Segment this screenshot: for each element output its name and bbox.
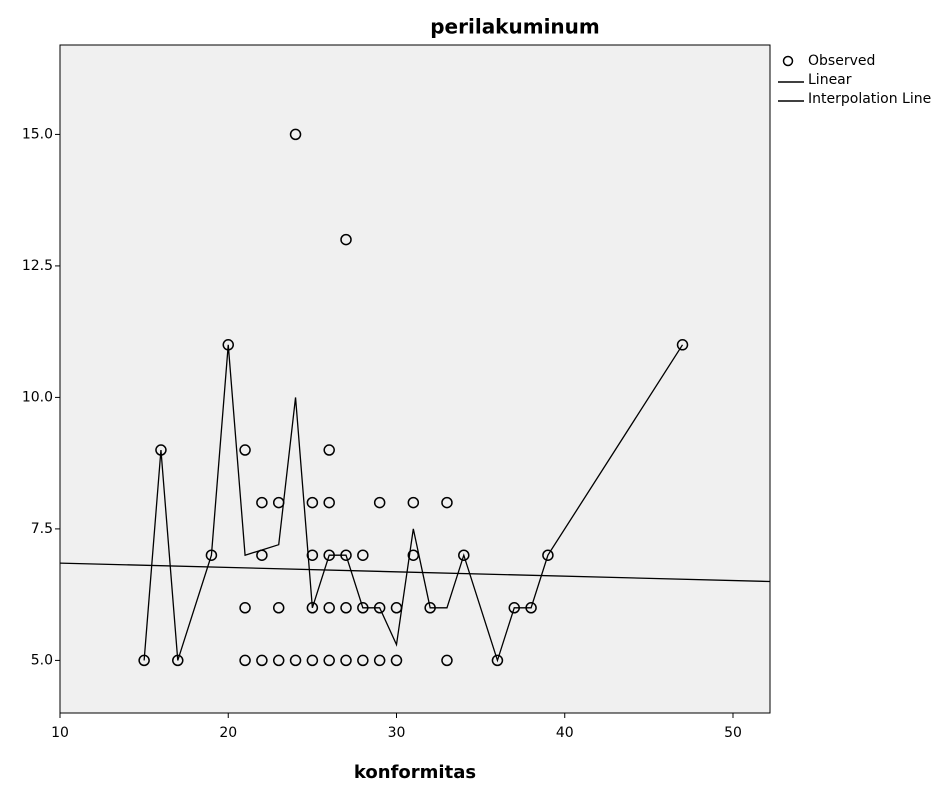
y-tick-label: 15.0 [22, 126, 53, 142]
x-tick-label: 50 [724, 725, 742, 741]
legend-label: Linear [808, 72, 852, 88]
x-tick-label: 20 [219, 725, 237, 741]
legend-label: Interpolation Line [808, 91, 931, 107]
y-tick-label: 7.5 [31, 521, 53, 537]
x-axis-label: konformitas [354, 762, 476, 783]
x-tick-label: 30 [388, 725, 406, 741]
chart-title: perilakuminum [430, 15, 600, 39]
x-tick-label: 10 [51, 725, 69, 741]
y-tick-label: 10.0 [22, 389, 53, 405]
chart: perilakuminum konformitas 5.0 7.5 10.0 12.5… [0, 0, 945, 787]
plot-area [60, 45, 770, 713]
legend-label: Observed [808, 53, 875, 69]
x-tick-label: 40 [556, 725, 574, 741]
y-tick-label: 5.0 [31, 652, 53, 668]
legend-symbol [784, 57, 793, 66]
y-tick-label: 12.5 [22, 258, 53, 274]
page: perilakuminum konformitas 5.0 7.5 10.0 12.5… [0, 0, 945, 791]
